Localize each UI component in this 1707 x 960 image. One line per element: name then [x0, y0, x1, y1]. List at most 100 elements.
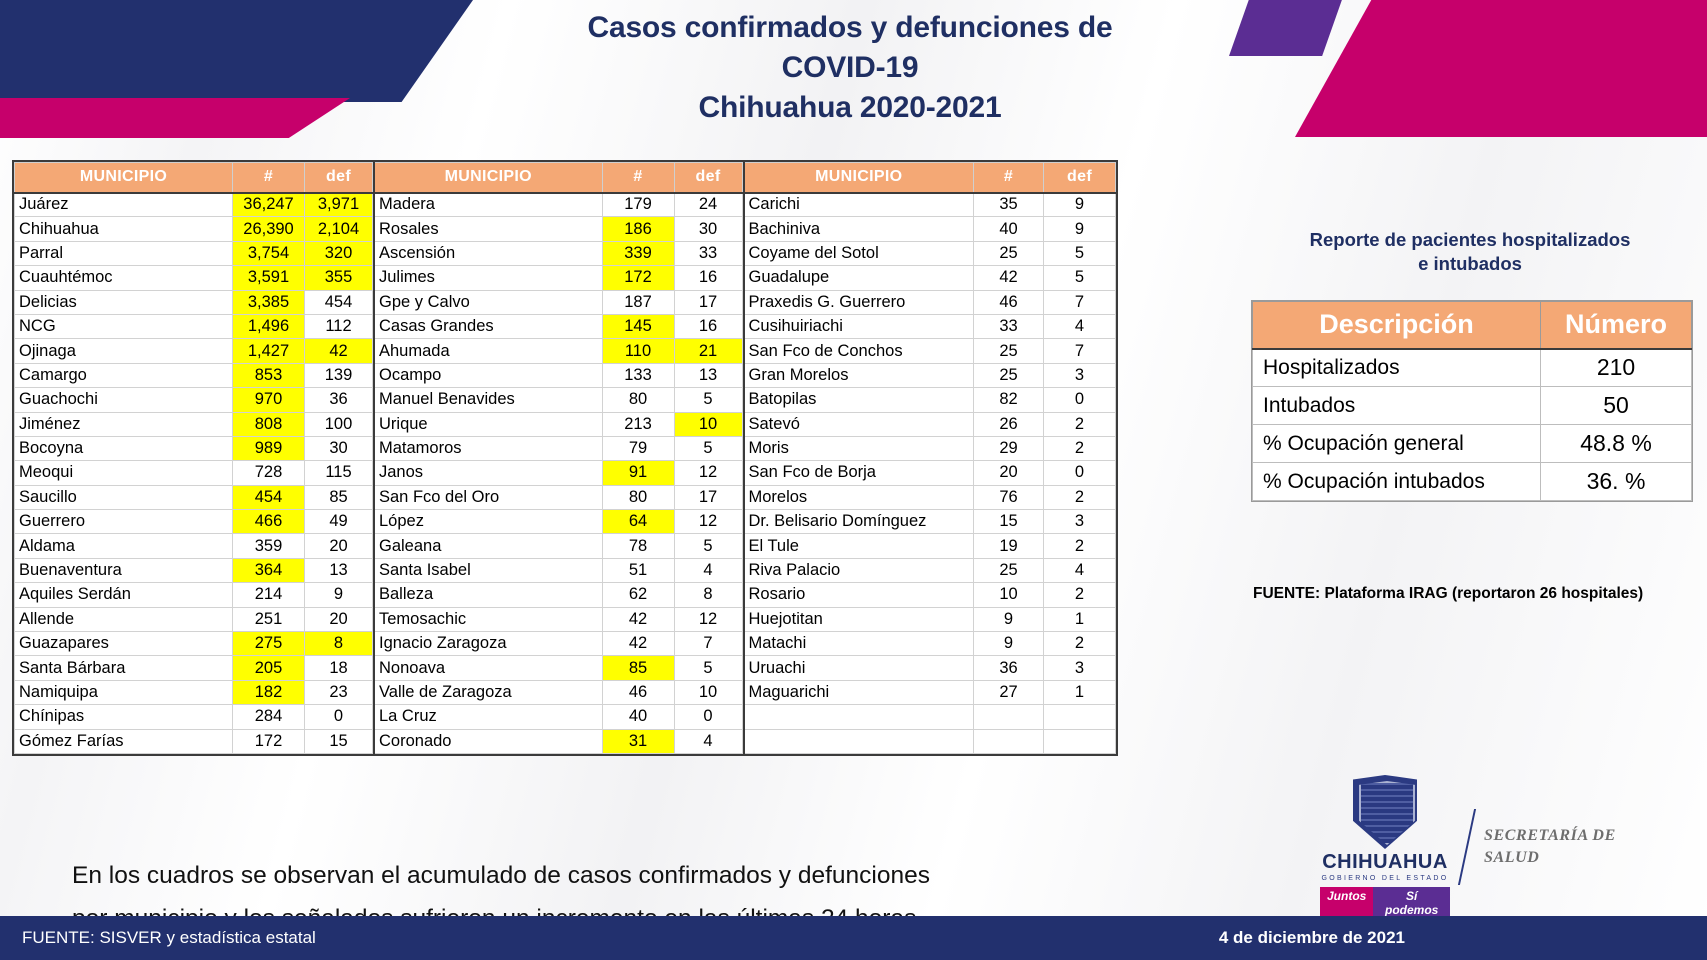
table-row: Dr. Belisario Domínguez 15 3 — [743, 509, 1116, 535]
header-purple-shape — [1229, 0, 1344, 56]
logo-divider — [1457, 809, 1477, 885]
cell-municipio: Julimes — [373, 265, 603, 291]
cell-municipio: Madera — [373, 191, 603, 218]
table-row: Ojinaga 1,427 42 — [14, 338, 373, 364]
cell-defunciones: 9 — [1043, 191, 1116, 218]
cell-municipio: Manuel Benavides — [373, 387, 603, 413]
cell-municipio: Ignacio Zaragoza — [373, 631, 603, 657]
cell-municipio: Gran Morelos — [743, 362, 974, 389]
cell-defunciones: 23 — [304, 679, 373, 706]
cell-municipio: San Fco de Borja — [743, 460, 974, 486]
table-row: San Fco de Borja 20 0 — [743, 460, 1116, 486]
juntos-badge: Juntos Sí podemos — [1320, 887, 1450, 919]
cell-defunciones: 100 — [304, 411, 373, 437]
cell-casos: 29 — [973, 435, 1044, 462]
cell-defunciones: 112 — [304, 313, 373, 340]
cell-casos: 145 — [601, 313, 675, 340]
table-row: Ascensión 339 33 — [373, 240, 743, 267]
cell-defunciones: 12 — [673, 606, 743, 633]
cell-casos: 26 — [973, 411, 1044, 437]
cell-municipio: Riva Palacio — [743, 557, 974, 584]
table-row: Ignacio Zaragoza 42 7 — [373, 631, 743, 657]
cell-municipio: Valle de Zaragoza — [373, 679, 603, 706]
cell-casos: 3,591 — [232, 265, 305, 291]
cell-municipio: NCG — [14, 313, 233, 340]
municipality-tables: MUNICIPIO # def Juárez 36,247 3,971 Chihuah… — [12, 160, 1118, 756]
cell-casos: 46 — [973, 289, 1044, 315]
cell-municipio: San Fco del Oro — [373, 484, 603, 511]
table-row: Satevó 26 2 — [743, 411, 1116, 437]
cell-municipio: Carichi — [743, 191, 974, 218]
chihuahua-subtitle: GOBIERNO DEL ESTADO — [1321, 875, 1449, 882]
header-magenta-right-shape — [1295, 0, 1707, 137]
cell-municipio — [743, 704, 974, 730]
cell-defunciones: 10 — [673, 411, 743, 437]
logo-group: CHIHUAHUA GOBIERNO DEL ESTADO Juntos Sí … — [1320, 775, 1616, 919]
cell-municipio: Chínipas — [14, 704, 233, 730]
cell-defunciones: 5 — [673, 655, 743, 681]
cell-casos: 82 — [973, 387, 1044, 413]
table-row: Buenaventura 364 13 — [14, 557, 373, 584]
cell-casos: 25 — [973, 338, 1044, 364]
cell-municipio: Batopilas — [743, 387, 974, 413]
table-row: Cusihuiriachi 33 4 — [743, 313, 1116, 340]
hospital-col-descripcion: Descripción — [1252, 301, 1541, 350]
cell-defunciones: 9 — [304, 582, 373, 608]
table-row: La Cruz 40 0 — [373, 704, 743, 730]
cell-casos: 364 — [232, 557, 305, 584]
cell-casos: 31 — [601, 728, 675, 754]
cell-municipio: Gpe y Calvo — [373, 289, 603, 315]
cell-defunciones: 3,971 — [304, 191, 373, 218]
cell-casos: 172 — [232, 728, 305, 754]
cell-casos: 91 — [601, 460, 675, 486]
cell-casos: 40 — [601, 704, 675, 730]
hospital-table-body: Hospitalizados 210 Intubados 50% Ocupación … — [1252, 348, 1692, 501]
table-row: Juárez 36,247 3,971 — [14, 191, 373, 218]
cell-casos: 284 — [232, 704, 305, 730]
table-row: Matachi 9 2 — [743, 631, 1116, 657]
cell-defunciones: 16 — [673, 313, 743, 340]
cell-casos: 9 — [973, 631, 1044, 657]
table-row: Guerrero 466 49 — [14, 509, 373, 535]
cell-municipio: Temosachic — [373, 606, 603, 633]
table-row: Guazapares 275 8 — [14, 631, 373, 657]
cell-casos: 9 — [973, 606, 1044, 633]
table-row: Camargo 853 139 — [14, 362, 373, 389]
cell-municipio: Ahumada — [373, 338, 603, 364]
cell-municipio: Aquiles Serdán — [14, 582, 233, 608]
table-row: San Fco de Conchos 25 7 — [743, 338, 1116, 364]
cell-defunciones: 33 — [673, 240, 743, 267]
table-row: Aquiles Serdán 214 9 — [14, 582, 373, 608]
table-row: Janos 91 12 — [373, 460, 743, 486]
cell-defunciones: 18 — [304, 655, 373, 681]
table-row: Bocoyna 989 30 — [14, 435, 373, 462]
header-navy-shape — [0, 0, 480, 102]
table-row: El Tule 19 2 — [743, 533, 1116, 559]
cell-casos: 10 — [973, 582, 1044, 608]
cell-municipio: Santa Bárbara — [14, 655, 233, 681]
cell-defunciones: 454 — [304, 289, 373, 315]
table-row: Valle de Zaragoza 46 10 — [373, 679, 743, 706]
cell-municipio: Guazapares — [14, 631, 233, 657]
table-body-2: Madera 179 24 Rosales 186 30 Ascensión 339 33 Jul… — [373, 191, 743, 754]
cell-defunciones: 8 — [304, 631, 373, 657]
cell-defunciones: 115 — [304, 460, 373, 486]
hospital-cell-numero: 50 — [1540, 386, 1692, 425]
table-row: Batopilas 82 0 — [743, 387, 1116, 413]
col-header-municipio: MUNICIPIO — [14, 162, 233, 194]
footer-bar: FUENTE: SISVER y estadística estatal 4 d… — [0, 916, 1707, 960]
cell-defunciones: 49 — [304, 509, 373, 535]
cell-defunciones: 7 — [1043, 289, 1116, 315]
cell-defunciones: 0 — [304, 704, 373, 730]
cell-municipio: Buenaventura — [14, 557, 233, 584]
cell-defunciones: 4 — [1043, 313, 1116, 340]
table-row: Gpe y Calvo 187 17 — [373, 289, 743, 315]
cell-defunciones: 20 — [304, 606, 373, 633]
cell-casos: 42 — [973, 265, 1044, 291]
hospital-cell-descripcion: % Ocupación general — [1252, 424, 1541, 463]
cell-municipio: Juárez — [14, 191, 233, 218]
cell-casos: 15 — [973, 509, 1044, 535]
table-row: Aldama 359 20 — [14, 533, 373, 559]
cell-casos: 36,247 — [232, 191, 305, 218]
col-header-def: def — [673, 162, 743, 194]
